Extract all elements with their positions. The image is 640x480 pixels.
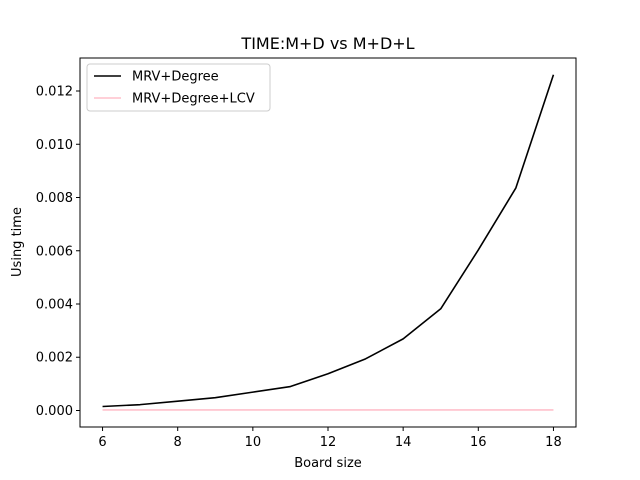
legend: MRV+Degree MRV+Degree+LCV: [86, 63, 271, 112]
legend-label: MRV+Degree+LCV: [132, 92, 255, 107]
series-line-1: [102, 74, 555, 408]
y-tick-label: 0.010: [36, 138, 73, 153]
x-axis-label: Board size: [294, 456, 362, 471]
y-axis-ticks: 0.000 0.002 0.004 0.006 0.008 0.010 0.012: [36, 85, 80, 419]
x-tick-label: 12: [320, 435, 337, 450]
chart-title: TIME:M+D vs M+D+L: [240, 34, 414, 53]
x-tick-label: 10: [245, 435, 262, 450]
x-tick-label: 8: [174, 435, 182, 450]
y-tick-label: 0.004: [36, 298, 73, 313]
x-axis-ticks: 6 8 10 12 14 16 18: [98, 427, 562, 450]
plot-frame: [79, 57, 577, 428]
x-tick-label: 14: [395, 435, 412, 450]
y-tick-label: 0.006: [36, 244, 73, 259]
legend-box: [86, 63, 271, 112]
x-tick-label: 16: [470, 435, 487, 450]
y-tick-label: 0.012: [36, 85, 73, 100]
x-tick-label: 6: [98, 435, 106, 450]
y-axis-label: Using time: [10, 207, 25, 277]
x-tick-label: 18: [545, 435, 562, 450]
series-lines: [102, 74, 555, 411]
y-tick-label: 0.008: [36, 191, 73, 206]
legend-label: MRV+Degree: [132, 70, 219, 85]
y-tick-label: 0.000: [36, 404, 73, 419]
y-tick-label: 0.002: [36, 351, 73, 366]
